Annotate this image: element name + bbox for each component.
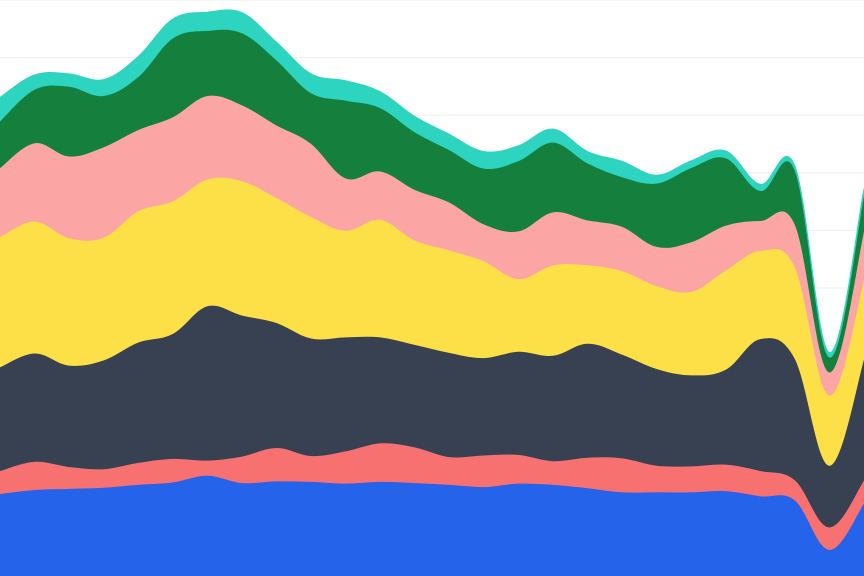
area-series-group	[0, 9, 864, 576]
area-series-7	[0, 9, 864, 358]
